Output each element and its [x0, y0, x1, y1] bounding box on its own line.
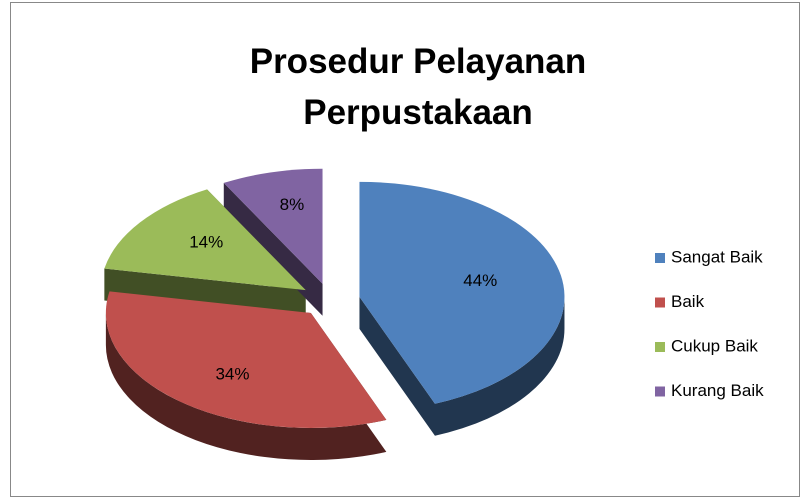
data-label: 8%	[280, 195, 305, 214]
data-label: 44%	[463, 271, 497, 290]
data-label: 14%	[189, 232, 223, 251]
legend-label: Baik	[671, 292, 705, 311]
slice	[105, 291, 387, 428]
chart-title: Prosedur Pelayanan Perpustakaan	[249, 42, 587, 132]
legend-swatch	[655, 253, 665, 263]
slice	[223, 168, 323, 284]
legend-label: Kurang Baik	[671, 381, 764, 400]
legend-label: Sangat Baik	[671, 247, 763, 266]
slice-side	[359, 181, 565, 436]
legend-swatch	[655, 342, 665, 352]
legend-swatch	[655, 297, 665, 308]
slice-side	[223, 168, 323, 316]
slice	[359, 181, 565, 404]
slice-side	[104, 189, 306, 323]
slice	[104, 189, 306, 291]
data-label: 34%	[215, 364, 249, 383]
legend-label: Cukup Baik	[671, 336, 758, 355]
legend-swatch	[655, 386, 665, 397]
